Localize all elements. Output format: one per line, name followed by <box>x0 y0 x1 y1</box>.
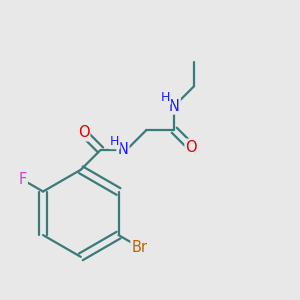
Text: N: N <box>169 98 180 113</box>
Text: Br: Br <box>131 240 148 255</box>
Text: H: H <box>161 91 170 104</box>
Text: O: O <box>185 140 197 155</box>
Text: N: N <box>118 142 128 158</box>
Text: H: H <box>110 135 119 148</box>
Text: F: F <box>19 172 27 187</box>
Text: O: O <box>78 125 89 140</box>
